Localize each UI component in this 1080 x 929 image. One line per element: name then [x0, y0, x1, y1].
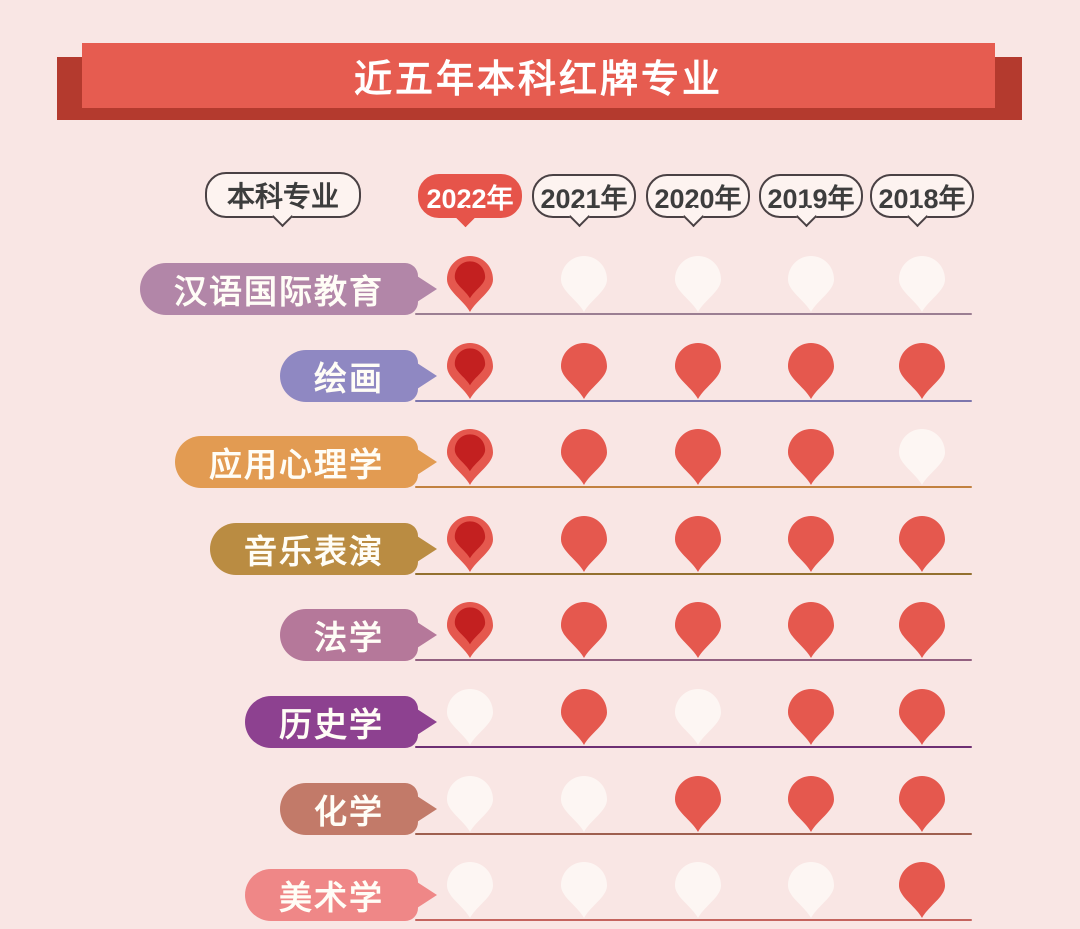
row-baseline — [415, 919, 972, 921]
pill-arrow-icon — [417, 363, 437, 389]
major-label: 应用心理学 — [209, 446, 384, 483]
red-drop-icon — [785, 687, 837, 747]
red-drop-icon — [896, 860, 948, 920]
red-drop-icon — [785, 600, 837, 660]
row-baseline — [415, 746, 972, 748]
year-bubble-2018: 2018年 — [870, 174, 974, 228]
major-label: 法学 — [314, 619, 384, 656]
red-drop-icon — [558, 427, 610, 487]
major-label-pill: 历史学 — [245, 696, 437, 748]
red-drop-icon — [444, 514, 496, 574]
white-drop-icon — [444, 774, 496, 834]
pill-arrow-icon — [417, 449, 437, 475]
red-drop-icon — [896, 774, 948, 834]
page-title: 近五年本科红牌专业 — [353, 59, 723, 101]
year-bubble-2019: 2019年 — [759, 174, 863, 228]
year-bubble-2020: 2020年 — [646, 174, 750, 228]
red-drop-icon — [558, 687, 610, 747]
year-label: 2021年 — [540, 183, 628, 214]
red-drop-icon — [672, 427, 724, 487]
white-drop-icon — [896, 427, 948, 487]
year-label: 2018年 — [878, 183, 966, 214]
year-label: 2020年 — [654, 183, 742, 214]
red-drop-icon — [896, 341, 948, 401]
year-label: 2019年 — [767, 183, 855, 214]
red-drop-icon — [558, 514, 610, 574]
row-header-bubble: 本科专业 — [205, 172, 361, 228]
red-drop-icon — [558, 600, 610, 660]
red-drop-icon — [785, 427, 837, 487]
major-label-pill: 音乐表演 — [210, 523, 437, 575]
row-baseline — [415, 573, 972, 575]
pill-arrow-icon — [417, 709, 437, 735]
major-label: 绘画 — [314, 360, 384, 397]
major-label: 历史学 — [279, 706, 384, 743]
red-drop-icon — [785, 514, 837, 574]
major-label: 音乐表演 — [244, 533, 384, 570]
row-baseline — [415, 659, 972, 661]
major-label-pill: 美术学 — [245, 869, 437, 921]
red-drop-icon — [896, 687, 948, 747]
major-label: 美术学 — [279, 879, 384, 916]
major-label-pill: 法学 — [280, 609, 437, 661]
red-drop-icon — [672, 774, 724, 834]
white-drop-icon — [672, 860, 724, 920]
title-banner: 近五年本科红牌专业 — [82, 43, 995, 108]
row-baseline — [415, 400, 972, 402]
row-baseline — [415, 313, 972, 315]
year-label: 2022年 — [426, 183, 514, 214]
red-drop-icon — [558, 341, 610, 401]
red-drop-icon — [785, 774, 837, 834]
major-label: 汉语国际教育 — [174, 273, 384, 310]
white-drop-icon — [444, 687, 496, 747]
red-drop-icon — [444, 600, 496, 660]
year-bubble-2022: 2022年 — [418, 174, 522, 228]
row-baseline — [415, 486, 972, 488]
pill-arrow-icon — [417, 882, 437, 908]
major-label-pill: 化学 — [280, 783, 437, 835]
red-drop-icon — [896, 514, 948, 574]
white-drop-icon — [558, 860, 610, 920]
white-drop-icon — [444, 860, 496, 920]
white-drop-icon — [672, 687, 724, 747]
row-baseline — [415, 833, 972, 835]
pill-arrow-icon — [417, 622, 437, 648]
major-label-pill: 汉语国际教育 — [140, 263, 437, 315]
major-label-pill: 绘画 — [280, 350, 437, 402]
white-drop-icon — [896, 254, 948, 314]
white-drop-icon — [558, 254, 610, 314]
red-drop-icon — [444, 254, 496, 314]
red-drop-icon — [672, 514, 724, 574]
red-drop-icon — [672, 600, 724, 660]
red-drop-icon — [785, 341, 837, 401]
white-drop-icon — [785, 860, 837, 920]
red-drop-icon — [896, 600, 948, 660]
white-drop-icon — [672, 254, 724, 314]
major-label: 化学 — [314, 793, 384, 830]
pill-arrow-icon — [417, 536, 437, 562]
red-drop-icon — [444, 427, 496, 487]
red-drop-icon — [444, 341, 496, 401]
white-drop-icon — [785, 254, 837, 314]
red-drop-icon — [672, 341, 724, 401]
pill-arrow-icon — [417, 796, 437, 822]
pill-arrow-icon — [417, 276, 437, 302]
year-bubble-2021: 2021年 — [532, 174, 636, 228]
white-drop-icon — [558, 774, 610, 834]
major-label-pill: 应用心理学 — [175, 436, 437, 488]
